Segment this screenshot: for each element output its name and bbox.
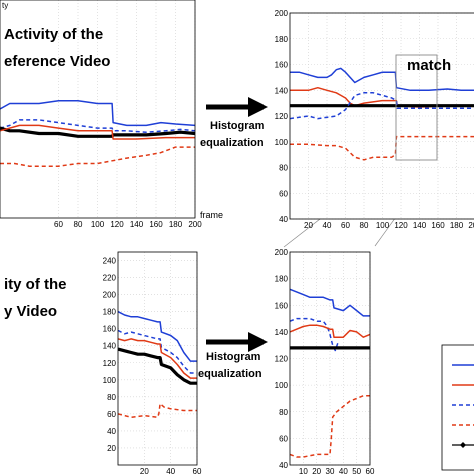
- plot-frame: [289, 12, 474, 220]
- x-tick-label: 80: [360, 221, 369, 230]
- x-tick-label: 60: [366, 467, 375, 474]
- series-line-black-thick: [118, 347, 197, 385]
- x-tick-label: 160: [431, 221, 445, 230]
- series-line-red-dashed: [0, 146, 195, 167]
- legend-marker-diamond: [460, 442, 466, 448]
- y-tick-label: 240: [103, 257, 117, 266]
- y-tick-label: 120: [103, 359, 117, 368]
- y-tick-label: 100: [103, 376, 117, 385]
- x-tick-label: 60: [193, 467, 202, 474]
- x-tick-label: 40: [339, 467, 348, 474]
- top-title-line1: Activity of the: [4, 26, 103, 43]
- legend-frame: [441, 344, 474, 471]
- x-tick-label: 30: [326, 467, 335, 474]
- series-line-black-thick: [0, 126, 195, 138]
- y-tick-label: 60: [107, 410, 116, 419]
- y-tick-label: 140: [103, 342, 117, 351]
- x-tick-label: 100: [91, 220, 105, 229]
- chart-top-left: 60 80 100 120 140 160 180 200: [0, 0, 202, 229]
- hist-bottom-line2: equalization: [198, 368, 262, 380]
- x-tick-label: 140: [413, 221, 427, 230]
- hist-bottom-line1: Histogram: [206, 351, 261, 363]
- hist-top-line1: Histogram: [210, 120, 265, 132]
- y-tick-label: 180: [103, 308, 117, 317]
- y-tick-label: 100: [275, 138, 289, 147]
- y-tick-label: 140: [275, 328, 289, 337]
- x-tick-label: 20: [140, 467, 149, 474]
- y-tick-label: 180: [275, 275, 289, 284]
- y-tick-label: 60: [279, 189, 288, 198]
- chart-bottom-right: 10 20 30 40 50 60 40 60 80 100 120 140 160 180 200: [275, 248, 375, 474]
- y-tick-label: 20: [107, 444, 116, 453]
- top-title-line2: eference Video: [4, 53, 110, 70]
- x-tick-label: 180: [450, 221, 464, 230]
- plot-frame: [0, 0, 196, 219]
- y-tick-label: 120: [275, 112, 289, 121]
- x-tick-label: 40: [323, 221, 332, 230]
- series-line-blue-dashed: [118, 329, 197, 374]
- hist-top-line2: equalization: [200, 137, 264, 149]
- x-tick-label: 100: [376, 221, 390, 230]
- plot-frame: [117, 251, 198, 466]
- legend: [441, 344, 474, 471]
- series-line-red-dashed: [290, 395, 370, 458]
- series-line-blue-dashed: [290, 92, 474, 120]
- series-line-red-dashed: [118, 402, 197, 419]
- y-tick-label: 180: [275, 35, 289, 44]
- chart-top-right: 20 40 60 80 100 120 140 160 180 200 40 60 80 100 120 14…: [275, 9, 474, 230]
- x-tick-label: 60: [54, 220, 63, 229]
- x-tick-label: 50: [352, 467, 361, 474]
- y-tick-label: 40: [107, 427, 116, 436]
- series-line-blue-solid: [290, 67, 474, 92]
- x-tick-label: 60: [341, 221, 350, 230]
- y-tick-label: 140: [275, 86, 289, 95]
- bottom-title-line1: ity of the: [4, 276, 67, 293]
- y-tick-label: 80: [107, 393, 116, 402]
- y-tick-label: 160: [275, 301, 289, 310]
- x-tick-label: 120: [110, 220, 124, 229]
- y-tick-label: 100: [275, 381, 289, 390]
- y-tick-label: 40: [279, 461, 288, 470]
- y-tick-label: 200: [275, 248, 289, 257]
- series-line-red-solid: [0, 124, 195, 140]
- x-tick-label: 40: [166, 467, 175, 474]
- x-tick-label: 20: [312, 467, 321, 474]
- series-line-blue-solid: [118, 310, 197, 362]
- y-tick-label: 200: [275, 9, 289, 18]
- x-tick-label: 20: [304, 221, 313, 230]
- y-tick-label: 60: [279, 434, 288, 443]
- y-tick-label: 80: [279, 164, 288, 173]
- top-left-ylabel-fragment: ty: [2, 1, 8, 10]
- series-line-blue-dashed: [0, 119, 195, 133]
- plot-frame: [289, 251, 371, 466]
- y-tick-label: 40: [279, 215, 288, 224]
- x-tick-label: 200: [188, 220, 202, 229]
- x-tick-label: 10: [299, 467, 308, 474]
- frame-label: frame: [200, 210, 223, 220]
- zoom-box: [395, 54, 438, 161]
- y-tick-label: 200: [103, 291, 117, 300]
- y-tick-label: 120: [275, 355, 289, 364]
- y-tick-label: 80: [279, 408, 288, 417]
- series-line-blue-solid: [290, 288, 370, 317]
- x-tick-label: 200: [468, 221, 474, 230]
- x-tick-label: 140: [130, 220, 144, 229]
- y-tick-label: 220: [103, 274, 117, 283]
- y-tick-label: 160: [275, 61, 289, 70]
- series-line-red-solid: [290, 324, 370, 338]
- bottom-title-line2: y Video: [4, 303, 57, 320]
- x-tick-label: 80: [74, 220, 83, 229]
- y-tick-label: 160: [103, 325, 117, 334]
- series-line-blue-solid: [0, 100, 195, 127]
- chart-bottom-left: 20 40 60 20 40 60 80 100 120 140 160 180 200 220 240: [103, 251, 202, 474]
- x-tick-label: 160: [149, 220, 163, 229]
- series-line-red-solid: [118, 338, 197, 379]
- x-tick-label: 120: [394, 221, 408, 230]
- match-label: match: [407, 57, 451, 74]
- x-tick-label: 180: [169, 220, 183, 229]
